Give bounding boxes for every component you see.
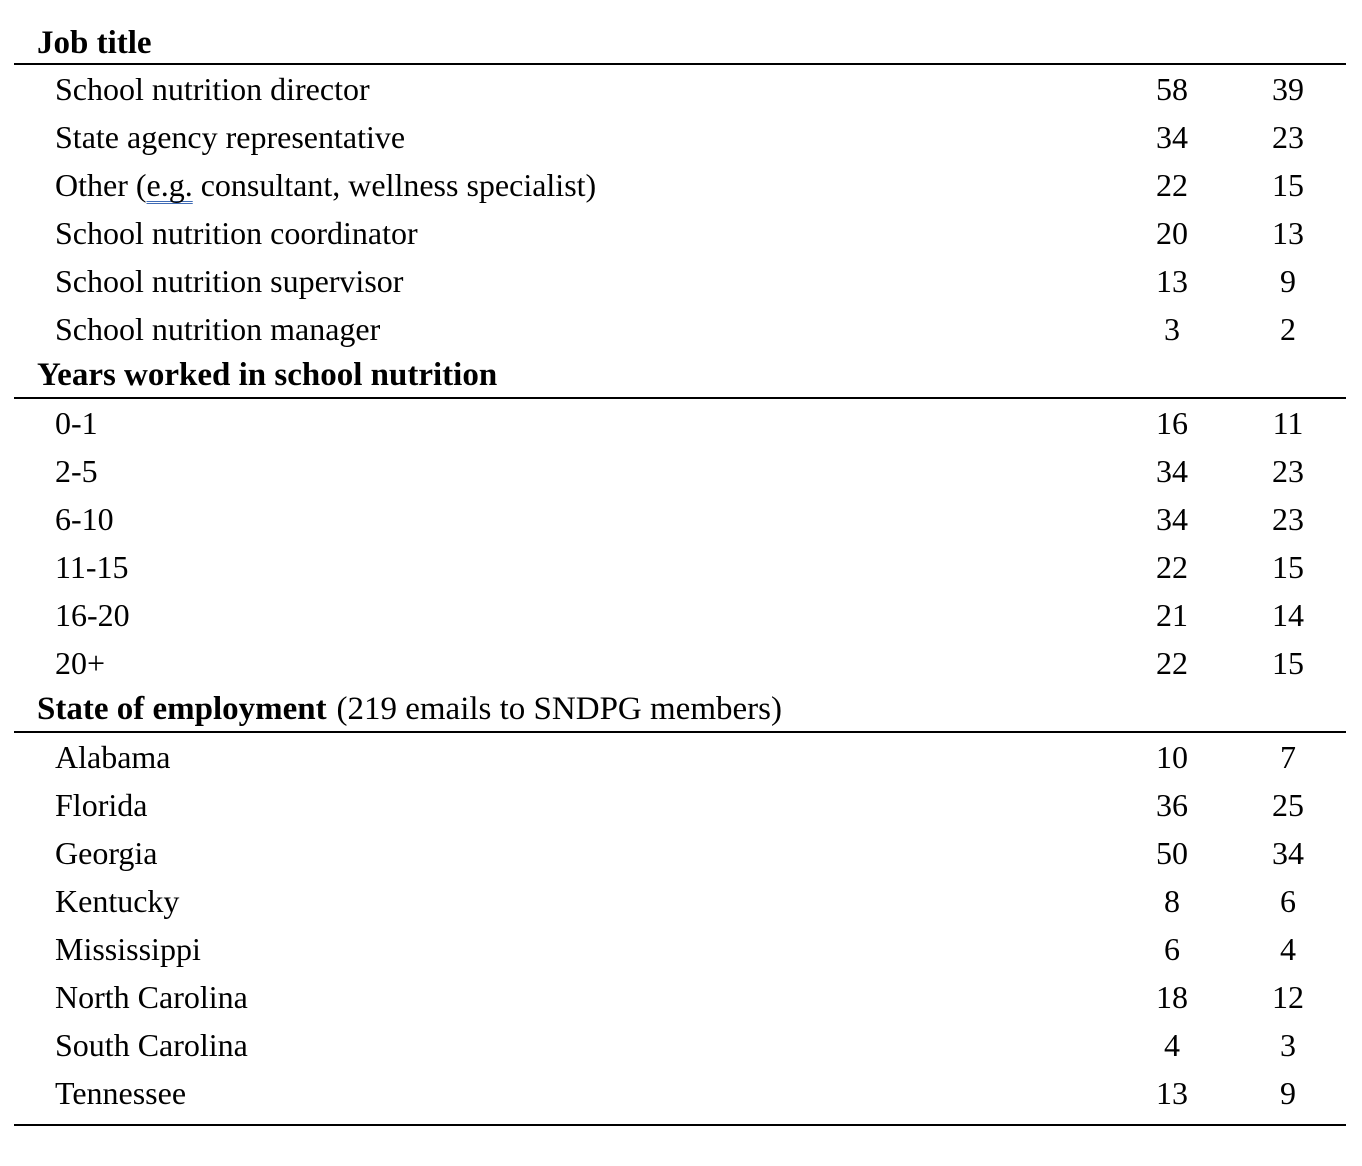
row-value-2: 9 [1280, 1075, 1296, 1111]
table-row: 11-15 22 15 [14, 543, 1346, 591]
row-value-1: 22 [1156, 645, 1188, 681]
row-value-1: 16 [1156, 405, 1188, 441]
table-row: South Carolina 4 3 [14, 1021, 1346, 1069]
row-label: Tennessee [55, 1075, 187, 1111]
row-value-1: 3 [1164, 311, 1180, 347]
section-years-worked: Years worked in school nutrition 0-1 16 … [14, 353, 1346, 687]
row-label: 2-5 [55, 453, 98, 489]
row-value-2: 34 [1272, 835, 1304, 871]
section-note: (219 emails to SNDPG members) [336, 691, 782, 727]
row-value-2: 23 [1272, 453, 1304, 489]
row-value-1: 50 [1156, 835, 1188, 871]
row-label: School nutrition manager [55, 311, 381, 347]
table-row: 6-10 34 23 [14, 495, 1346, 543]
row-value-2: 23 [1272, 119, 1304, 155]
row-label-part: consultant, wellness specialist) [192, 167, 597, 203]
table-row: Georgia 50 34 [14, 829, 1346, 877]
section-header-years-worked: Years worked in school nutrition [14, 353, 1346, 399]
table-row: Mississippi 6 4 [14, 925, 1346, 973]
row-value-1: 4 [1164, 1027, 1180, 1063]
row-value-2: 7 [1280, 739, 1296, 775]
table-row: School nutrition manager 3 2 [14, 305, 1346, 353]
row-value-1: 6 [1164, 931, 1180, 967]
section-header-state-of-employment: State of employment (219 emails to SNDPG … [14, 687, 1346, 733]
row-value-1: 34 [1156, 119, 1188, 155]
row-value-2: 15 [1272, 549, 1304, 585]
row-label: Mississippi [55, 931, 201, 967]
row-value-2: 2 [1280, 311, 1296, 347]
section-title: Years worked in school nutrition [37, 357, 498, 393]
grammar-underline: e.g. [146, 167, 193, 203]
section-title: Job title [37, 25, 152, 61]
row-value-2: 13 [1272, 215, 1304, 251]
table-row: Florida 36 25 [14, 781, 1346, 829]
row-value-2: 39 [1272, 71, 1304, 107]
row-label: 6-10 [55, 501, 114, 537]
row-value-1: 22 [1156, 167, 1188, 203]
row-value-1: 20 [1156, 215, 1188, 251]
row-value-2: 4 [1280, 931, 1296, 967]
row-value-2: 3 [1280, 1027, 1296, 1063]
row-value-1: 13 [1156, 263, 1188, 299]
row-value-1: 34 [1156, 501, 1188, 537]
table-row: 2-5 34 23 [14, 447, 1346, 495]
table-row: 16-20 21 14 [14, 591, 1346, 639]
row-label: School nutrition coordinator [55, 215, 418, 251]
table-row: 20+ 22 15 [14, 639, 1346, 687]
section-header-job-title: Job title [14, 23, 1346, 65]
row-label-part: Other ( [55, 167, 147, 203]
row-label: Florida [55, 787, 148, 823]
row-value-1: 58 [1156, 71, 1188, 107]
table-row: Alabama 10 7 [14, 733, 1346, 781]
row-label: North Carolina [55, 979, 248, 1015]
row-label: Other (e.g. consultant, wellness special… [55, 161, 1096, 209]
row-value-1: 18 [1156, 979, 1188, 1015]
row-value-2: 9 [1280, 263, 1296, 299]
row-label: School nutrition director [55, 71, 370, 107]
section-title: State of employment [37, 691, 327, 727]
row-label: 0-1 [55, 405, 98, 441]
section-job-title: Job title School nutrition director 58 3… [14, 23, 1346, 353]
row-value-1: 21 [1156, 597, 1188, 633]
table-row: 0-1 16 11 [14, 399, 1346, 447]
row-value-2: 23 [1272, 501, 1304, 537]
row-value-1: 10 [1156, 739, 1188, 775]
table-row: School nutrition supervisor 13 9 [14, 257, 1346, 305]
row-value-2: 11 [1272, 405, 1304, 441]
row-value-1: 36 [1156, 787, 1188, 823]
row-value-1: 8 [1164, 883, 1180, 919]
row-value-2: 12 [1272, 979, 1304, 1015]
row-label: 11-15 [55, 549, 129, 585]
table-row: Kentucky 8 6 [14, 877, 1346, 925]
row-value-1: 13 [1156, 1075, 1188, 1111]
table-row: School nutrition coordinator 20 13 [14, 209, 1346, 257]
row-label: School nutrition supervisor [55, 263, 404, 299]
row-value-2: 15 [1272, 645, 1304, 681]
row-value-2: 6 [1280, 883, 1296, 919]
row-label: South Carolina [55, 1027, 248, 1063]
row-value-1: 22 [1156, 549, 1188, 585]
row-value-1: 34 [1156, 453, 1188, 489]
table-row: North Carolina 18 12 [14, 973, 1346, 1021]
row-label: Georgia [55, 835, 158, 871]
row-value-2: 15 [1272, 167, 1304, 203]
section-state-of-employment: State of employment (219 emails to SNDPG … [14, 687, 1346, 1124]
demographics-table: Job title School nutrition director 58 3… [14, 23, 1346, 1126]
row-label: State agency representative [55, 119, 406, 155]
table-row: State agency representative 34 23 [14, 113, 1346, 161]
row-label: Alabama [55, 739, 171, 775]
row-value-2: 14 [1272, 597, 1304, 633]
row-label: Kentucky [55, 883, 180, 919]
row-label: 20+ [55, 645, 106, 681]
row-label: 16-20 [55, 597, 130, 633]
table-row: Tennessee 13 9 [14, 1069, 1346, 1117]
table-row: Other (e.g. consultant, wellness special… [14, 161, 1346, 209]
row-value-2: 25 [1272, 787, 1304, 823]
table-row: School nutrition director 58 39 [14, 65, 1346, 113]
